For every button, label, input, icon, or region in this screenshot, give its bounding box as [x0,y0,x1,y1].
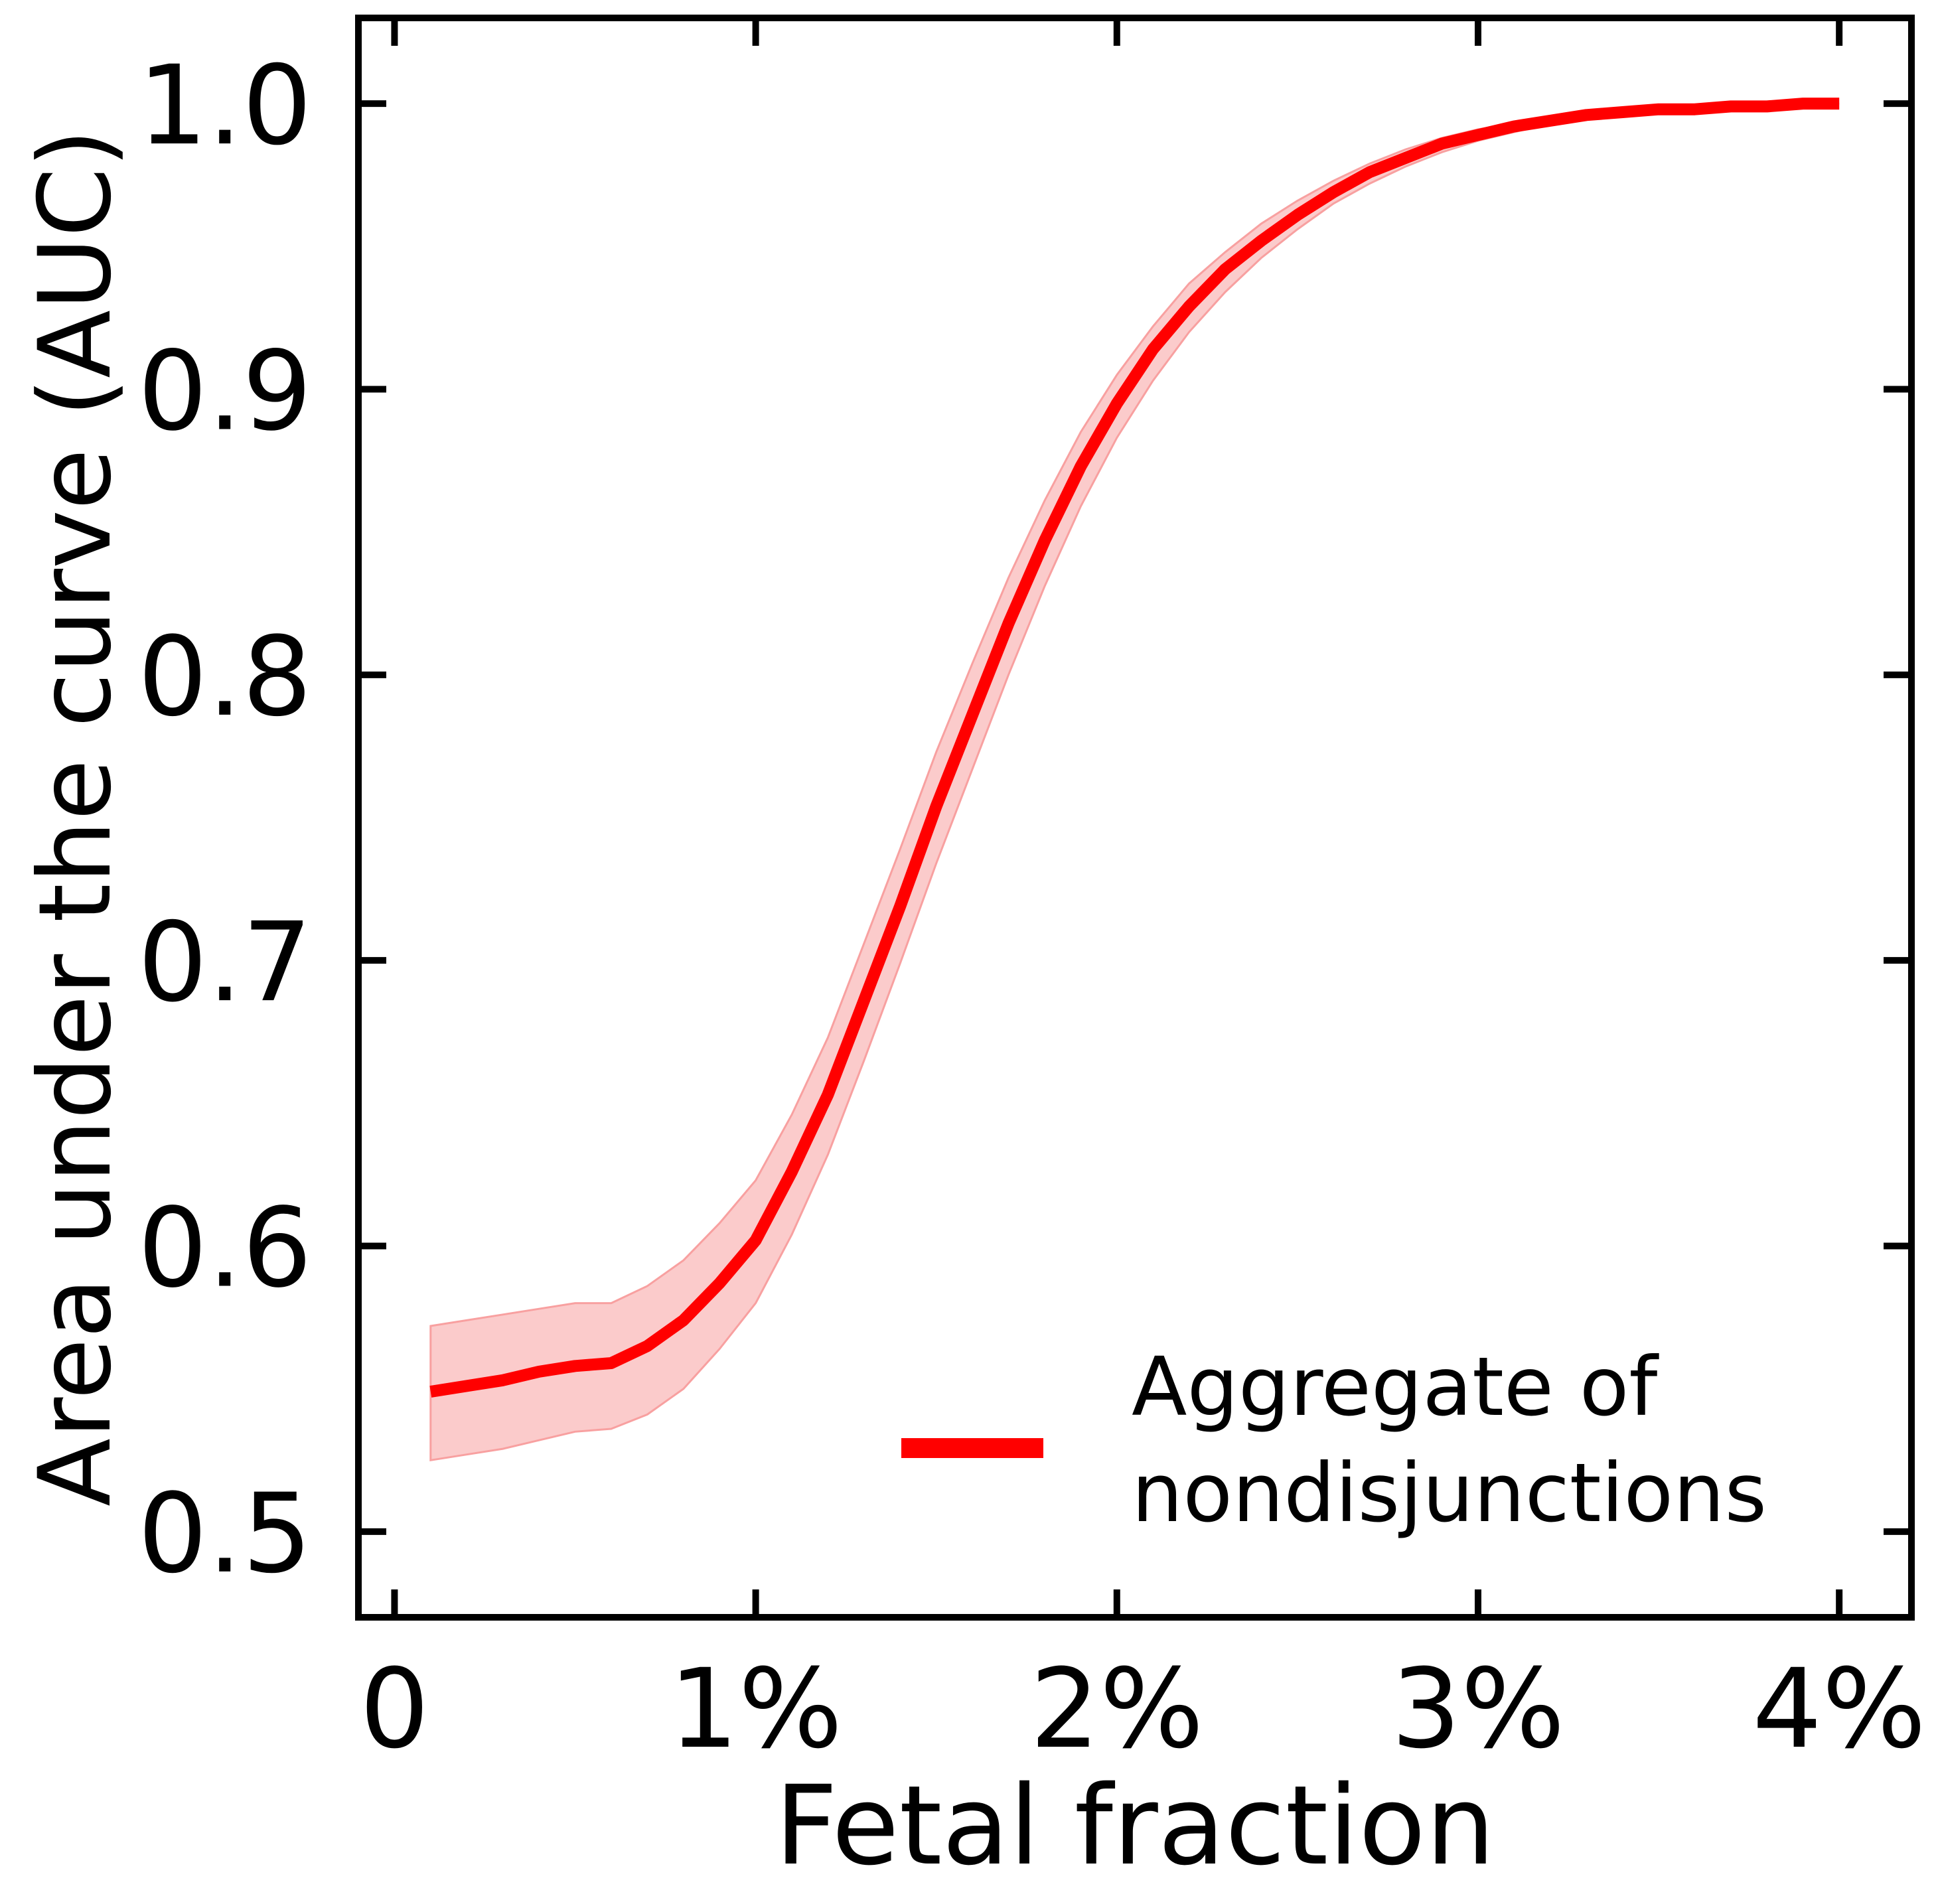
data-point [755,1240,757,1241]
data-point [1586,114,1587,115]
y-tick-label: 0.9 [138,327,312,455]
data-point [683,1319,684,1321]
data-point [972,714,973,715]
data-point [1333,192,1334,193]
data-point [1261,240,1262,242]
data-point [1369,171,1371,173]
data-point [1225,269,1226,270]
y-tick-label: 0.6 [138,1185,312,1312]
data-point [1080,466,1081,467]
data-point [1803,103,1804,104]
data-point [538,1371,540,1372]
data-point [1405,157,1406,159]
data-point [1189,306,1190,307]
data-point [1730,106,1732,107]
data-point [1044,540,1045,542]
data-point [1116,403,1118,404]
legend-label-line1: Aggregate of [1132,1340,1659,1434]
x-tick-label: 2% [1030,1645,1204,1773]
x-tick-labels: 0 1% 2% 3% 4% [360,1645,1926,1773]
data-point [1477,134,1479,135]
y-axis-label: Area under the curve (AUC) [18,129,133,1506]
data-point [1622,111,1623,113]
legend-label-line2: nondisjunctions [1132,1446,1767,1540]
y-tick-label: 1.0 [138,42,312,169]
y-tick-label: 0.5 [138,1470,312,1597]
data-point [1008,622,1009,624]
plot-frame [355,15,1915,1621]
data-point [1766,106,1767,107]
data-point [611,1362,612,1364]
legend: Aggregate of nondisjunctions [901,1340,1767,1540]
series-line-0 [429,98,1840,1398]
x-axis-label: Fetal fraction [775,1762,1495,1889]
x-tick-label: 1% [669,1645,843,1773]
data-point [466,1385,467,1386]
x-tick-label: 4% [1752,1645,1926,1773]
confidence-band-layer [429,102,1840,1462]
data-point [1297,214,1298,216]
data-point [502,1380,504,1381]
y-tick-label: 0.7 [138,899,312,1026]
data-point [1442,143,1443,144]
tick-marks [358,18,1911,1617]
data-point [575,1365,576,1366]
data-point [1658,109,1659,110]
data-point [1550,120,1551,121]
data-point [1152,348,1154,350]
x-tick-label: 0 [360,1645,429,1773]
y-tick-label: 0.8 [138,613,312,741]
data-point [827,1094,828,1095]
confidence-band-0 [429,102,1840,1462]
data-point [646,1345,648,1347]
data-point [1694,109,1696,110]
data-point [1513,126,1515,127]
data-point [430,1391,431,1392]
data-point [863,999,865,1001]
data-point [719,1283,720,1284]
data-point [936,806,937,807]
data-point [899,905,901,907]
data-point [1838,103,1840,104]
x-tick-label: 3% [1391,1645,1565,1773]
series-line-layer [429,98,1840,1398]
y-tick-labels: 0.5 0.6 0.7 0.8 0.9 1.0 [138,42,312,1597]
data-point [791,1171,792,1173]
